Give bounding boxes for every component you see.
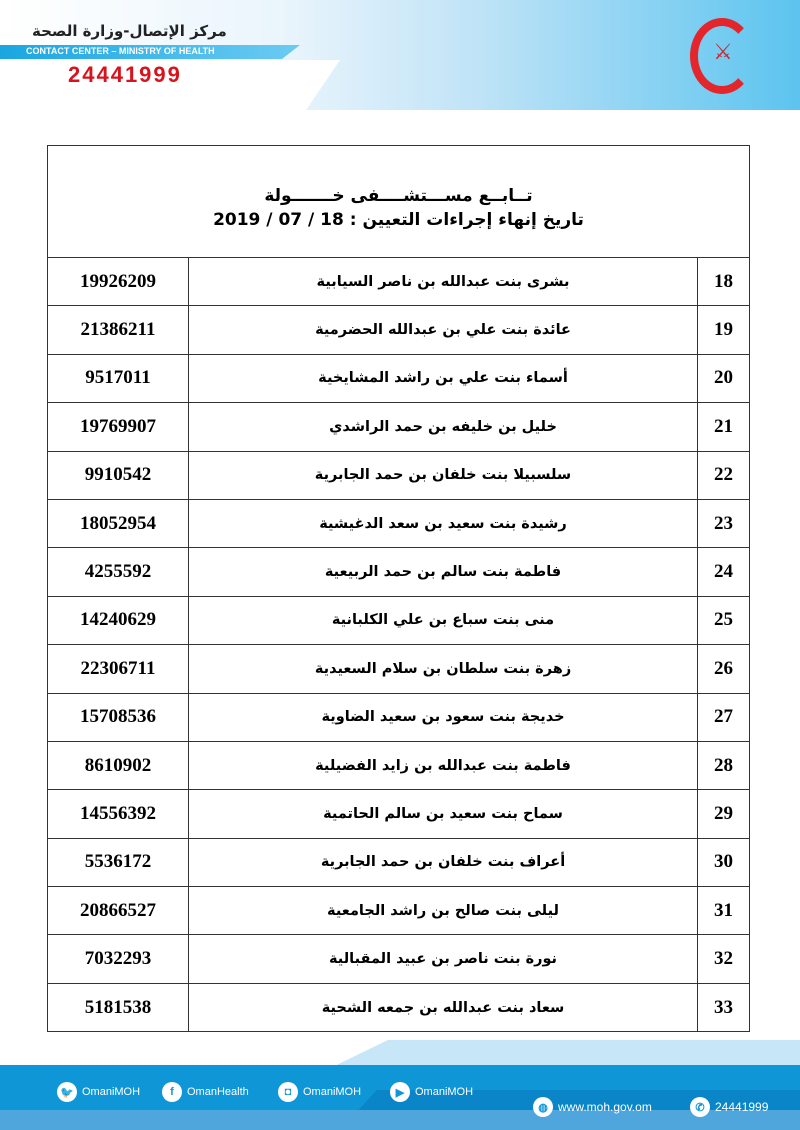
header-bar xyxy=(0,45,300,59)
social-link[interactable]: ◘ OmaniMOH xyxy=(278,1082,361,1102)
table-title: تــابــع مســـتشــــفى خـــــــولة تاريخ… xyxy=(47,145,750,258)
civil-id: 19769907 xyxy=(47,402,189,452)
table-row: 14556392 سماح بنت سعيد بن سالم الحاتمية 29 xyxy=(47,789,750,839)
row-number: 20 xyxy=(697,353,750,404)
row-number: 30 xyxy=(697,837,750,888)
footer-phone[interactable]: ✆ 24441999 xyxy=(690,1097,768,1117)
civil-id: 9910542 xyxy=(47,450,189,500)
row-number: 21 xyxy=(697,402,750,452)
table-row: 20866527 ليلى بنت صالح بن راشد الجامعية 31 xyxy=(47,886,750,936)
website-link[interactable]: ◍ www.moh.gov.om xyxy=(533,1097,652,1117)
youtube-icon: ▶ xyxy=(390,1082,410,1102)
contact-center-arabic: مركز الإتصال-وزارة الصحة xyxy=(32,22,227,40)
row-number: 22 xyxy=(697,450,750,500)
civil-id: 7032293 xyxy=(47,934,189,984)
row-number: 18 xyxy=(697,256,750,307)
table-row: 8610902 فاطمة بنت عبدالله بن زايد الفضيلي… xyxy=(47,740,750,791)
table-row: 4255592 فاطمة بنت سالم بن حمد الربيعية 24 xyxy=(47,547,750,597)
instagram-icon: ◘ xyxy=(278,1082,298,1102)
facebook-icon: f xyxy=(162,1082,182,1102)
employee-name: نورة بنت ناصر بن عبيد المقبالية xyxy=(188,934,698,984)
row-number: 24 xyxy=(697,547,750,597)
civil-id: 5181538 xyxy=(47,982,189,1033)
employee-name: خديجة بنت سعود بن سعيد الضاوية xyxy=(188,692,698,742)
social-link[interactable]: ▶ OmaniMOH xyxy=(390,1082,473,1102)
employee-name: عائدة بنت علي بن عبدالله الحضرمية xyxy=(188,305,698,355)
crescent-logo-icon xyxy=(690,18,754,94)
contact-center-english: CONTACT CENTER – MINISTRY OF HEALTH xyxy=(26,46,215,56)
civil-id: 22306711 xyxy=(47,644,189,694)
header-decoration xyxy=(0,60,340,110)
social-link[interactable]: 🐦 OmaniMOH xyxy=(57,1082,140,1102)
employee-name: سعاد بنت عبدالله بن جمعه الشحية xyxy=(188,982,698,1033)
civil-id: 8610902 xyxy=(47,740,189,791)
employee-name: بشرى بنت عبدالله بن ناصر السيابية xyxy=(188,256,698,307)
civil-id: 21386211 xyxy=(47,305,189,355)
row-number: 25 xyxy=(697,595,750,646)
row-number: 23 xyxy=(697,498,750,549)
civil-id: 4255592 xyxy=(47,547,189,597)
website-label: www.moh.gov.om xyxy=(558,1100,652,1114)
appointments-table: تــابــع مســـتشــــفى خـــــــولة تاريخ… xyxy=(47,145,750,1033)
footer-phone-label: 24441999 xyxy=(715,1100,769,1114)
twitter-icon: 🐦 xyxy=(57,1082,77,1102)
table-row: 7032293 نورة بنت ناصر بن عبيد المقبالية 32 xyxy=(47,934,750,984)
employee-name: رشيدة بنت سعيد بن سعد الدغيشية xyxy=(188,498,698,549)
civil-id: 20866527 xyxy=(47,886,189,936)
employee-name: زهرة بنت سلطان بن سلام السعيدية xyxy=(188,644,698,694)
civil-id: 5536172 xyxy=(47,837,189,888)
globe-icon: ◍ xyxy=(533,1097,553,1117)
contact-phone: 24441999 xyxy=(68,62,182,87)
table-row: 22306711 زهرة بنت سلطان بن سلام السعيدية 2… xyxy=(47,644,750,694)
oman-emblem-icon: ⚔ xyxy=(713,40,733,65)
row-number: 19 xyxy=(697,305,750,355)
row-number: 31 xyxy=(697,886,750,936)
table-row: 9517011 أسماء بنت علي بن راشد المشايخية 20 xyxy=(47,353,750,404)
civil-id: 14240629 xyxy=(47,595,189,646)
table-row: 9910542 سلسبيلا بنت خلفان بن حمد الجابرية… xyxy=(47,450,750,500)
table-row: 5181538 سعاد بنت عبدالله بن جمعه الشحية 33 xyxy=(47,982,750,1033)
social-label: OmaniMOH xyxy=(415,1086,474,1098)
row-number: 33 xyxy=(697,982,750,1033)
title-line1: تــابــع مســـتشــــفى خـــــــولة xyxy=(264,185,533,206)
employee-name: ليلى بنت صالح بن راشد الجامعية xyxy=(188,886,698,936)
employee-name: أعراف بنت خلفان بن حمد الجابرية xyxy=(188,837,698,888)
employee-name: أسماء بنت علي بن راشد المشايخية xyxy=(188,353,698,404)
employee-name: فاطمة بنت عبدالله بن زايد الفضيلية xyxy=(188,740,698,791)
row-number: 27 xyxy=(697,692,750,742)
row-number: 26 xyxy=(697,644,750,694)
footer-strip xyxy=(0,1110,800,1130)
employee-name: سماح بنت سعيد بن سالم الحاتمية xyxy=(188,789,698,839)
row-number: 28 xyxy=(697,740,750,791)
civil-id: 9517011 xyxy=(47,353,189,404)
phone-icon: ✆ xyxy=(690,1097,710,1117)
table-row: 19926209 بشرى بنت عبدالله بن ناصر السيابي… xyxy=(47,256,750,307)
civil-id: 14556392 xyxy=(47,789,189,839)
social-link[interactable]: f OmanHealth xyxy=(162,1082,249,1102)
social-label: OmaniMOH xyxy=(82,1086,141,1098)
employee-name: خليل بن خليفه بن حمد الراشدي xyxy=(188,402,698,452)
table-row: 14240629 منى بنت سباع بن علي الكلبانية 25 xyxy=(47,595,750,646)
employee-name: فاطمة بنت سالم بن حمد الربيعية xyxy=(188,547,698,597)
table-row: 15708536 خديجة بنت سعود بن سعيد الضاوية 27 xyxy=(47,692,750,742)
table-row: 21386211 عائدة بنت علي بن عبدالله الحضرمي… xyxy=(47,305,750,355)
social-label: OmaniMOH xyxy=(303,1086,362,1098)
civil-id: 15708536 xyxy=(47,692,189,742)
row-number: 32 xyxy=(697,934,750,984)
table-row: 5536172 أعراف بنت خلفان بن حمد الجابرية 30 xyxy=(47,837,750,888)
employee-name: منى بنت سباع بن علي الكلبانية xyxy=(188,595,698,646)
row-number: 29 xyxy=(697,789,750,839)
employee-name: سلسبيلا بنت خلفان بن حمد الجابرية xyxy=(188,450,698,500)
social-label: OmanHealth xyxy=(187,1086,249,1098)
civil-id: 18052954 xyxy=(47,498,189,549)
title-line2: تاريخ إنهاء إجراءات التعيين : 18 / 07 / … xyxy=(213,209,584,230)
table-row: 18052954 رشيدة بنت سعيد بن سعد الدغيشية 23 xyxy=(47,498,750,549)
civil-id: 19926209 xyxy=(47,256,189,307)
table-row: 19769907 خليل بن خليفه بن حمد الراشدي 21 xyxy=(47,402,750,452)
